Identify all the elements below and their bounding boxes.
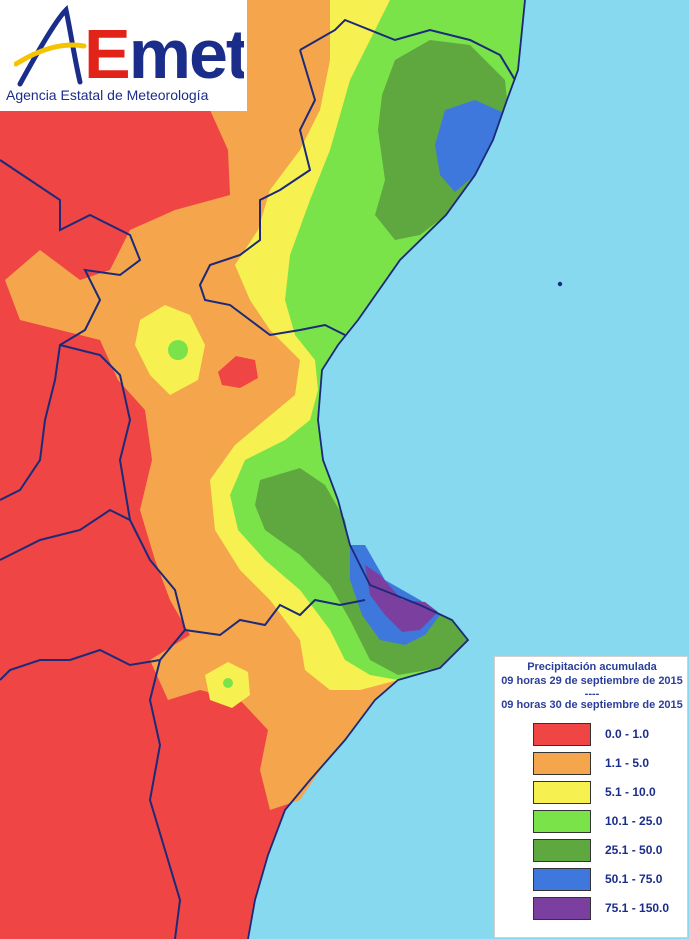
logo-stroke-yellow	[14, 42, 87, 67]
precip-blob-0-1	[218, 356, 258, 388]
coastline	[247, 0, 526, 939]
aemet-wordmark-text: Emet	[84, 15, 244, 88]
legend-swatch	[533, 723, 591, 746]
legend-swatch	[533, 839, 591, 862]
province-border	[198, 49, 346, 337]
province-border	[0, 159, 142, 501]
legend-label: 50.1 - 75.0	[605, 872, 663, 886]
legend-swatch	[533, 781, 591, 804]
agency-name: Agencia Estatal de Meteorología	[6, 87, 209, 103]
legend-label: 75.1 - 150.0	[605, 901, 670, 915]
precip-blob-10-25-b	[223, 678, 233, 688]
precip-zone-75-150	[365, 565, 438, 632]
aemet-logo: Emet Agencia Estatal de Meteorología	[0, 0, 247, 111]
precip-blob-10-25-a	[168, 340, 188, 360]
province-border	[299, 18, 516, 81]
legend-label: 10.1 - 25.0	[605, 814, 663, 828]
precip-zone-50-75-north	[435, 100, 502, 192]
legend-label: 0.0 - 1.0	[605, 727, 650, 741]
legend-title: Precipitación acumulada	[527, 661, 657, 673]
province-border	[0, 648, 161, 681]
legend-swatch	[533, 897, 591, 920]
islet	[557, 281, 563, 287]
province-border	[0, 508, 131, 561]
aemet-wordmark: Emet	[14, 5, 244, 88]
legend-swatch	[533, 868, 591, 891]
legend-period-start: 09 horas 29 de septiembre de 2015	[501, 675, 683, 687]
province-border	[184, 598, 366, 637]
legend-label: 5.1 - 10.0	[605, 785, 656, 799]
legend-label: 25.1 - 50.0	[605, 843, 663, 857]
legend-separator: ----	[584, 688, 600, 700]
legend-swatch	[533, 810, 591, 833]
province-border	[59, 344, 187, 939]
legend-label: 1.1 - 5.0	[605, 756, 650, 770]
legend-period-end: 09 horas 30 de septiembre de 2015	[501, 699, 683, 711]
logo-stroke-blue	[17, 5, 83, 87]
legend-swatch	[533, 752, 591, 775]
legend: Precipitación acumulada 09 horas 29 de s…	[494, 656, 688, 938]
